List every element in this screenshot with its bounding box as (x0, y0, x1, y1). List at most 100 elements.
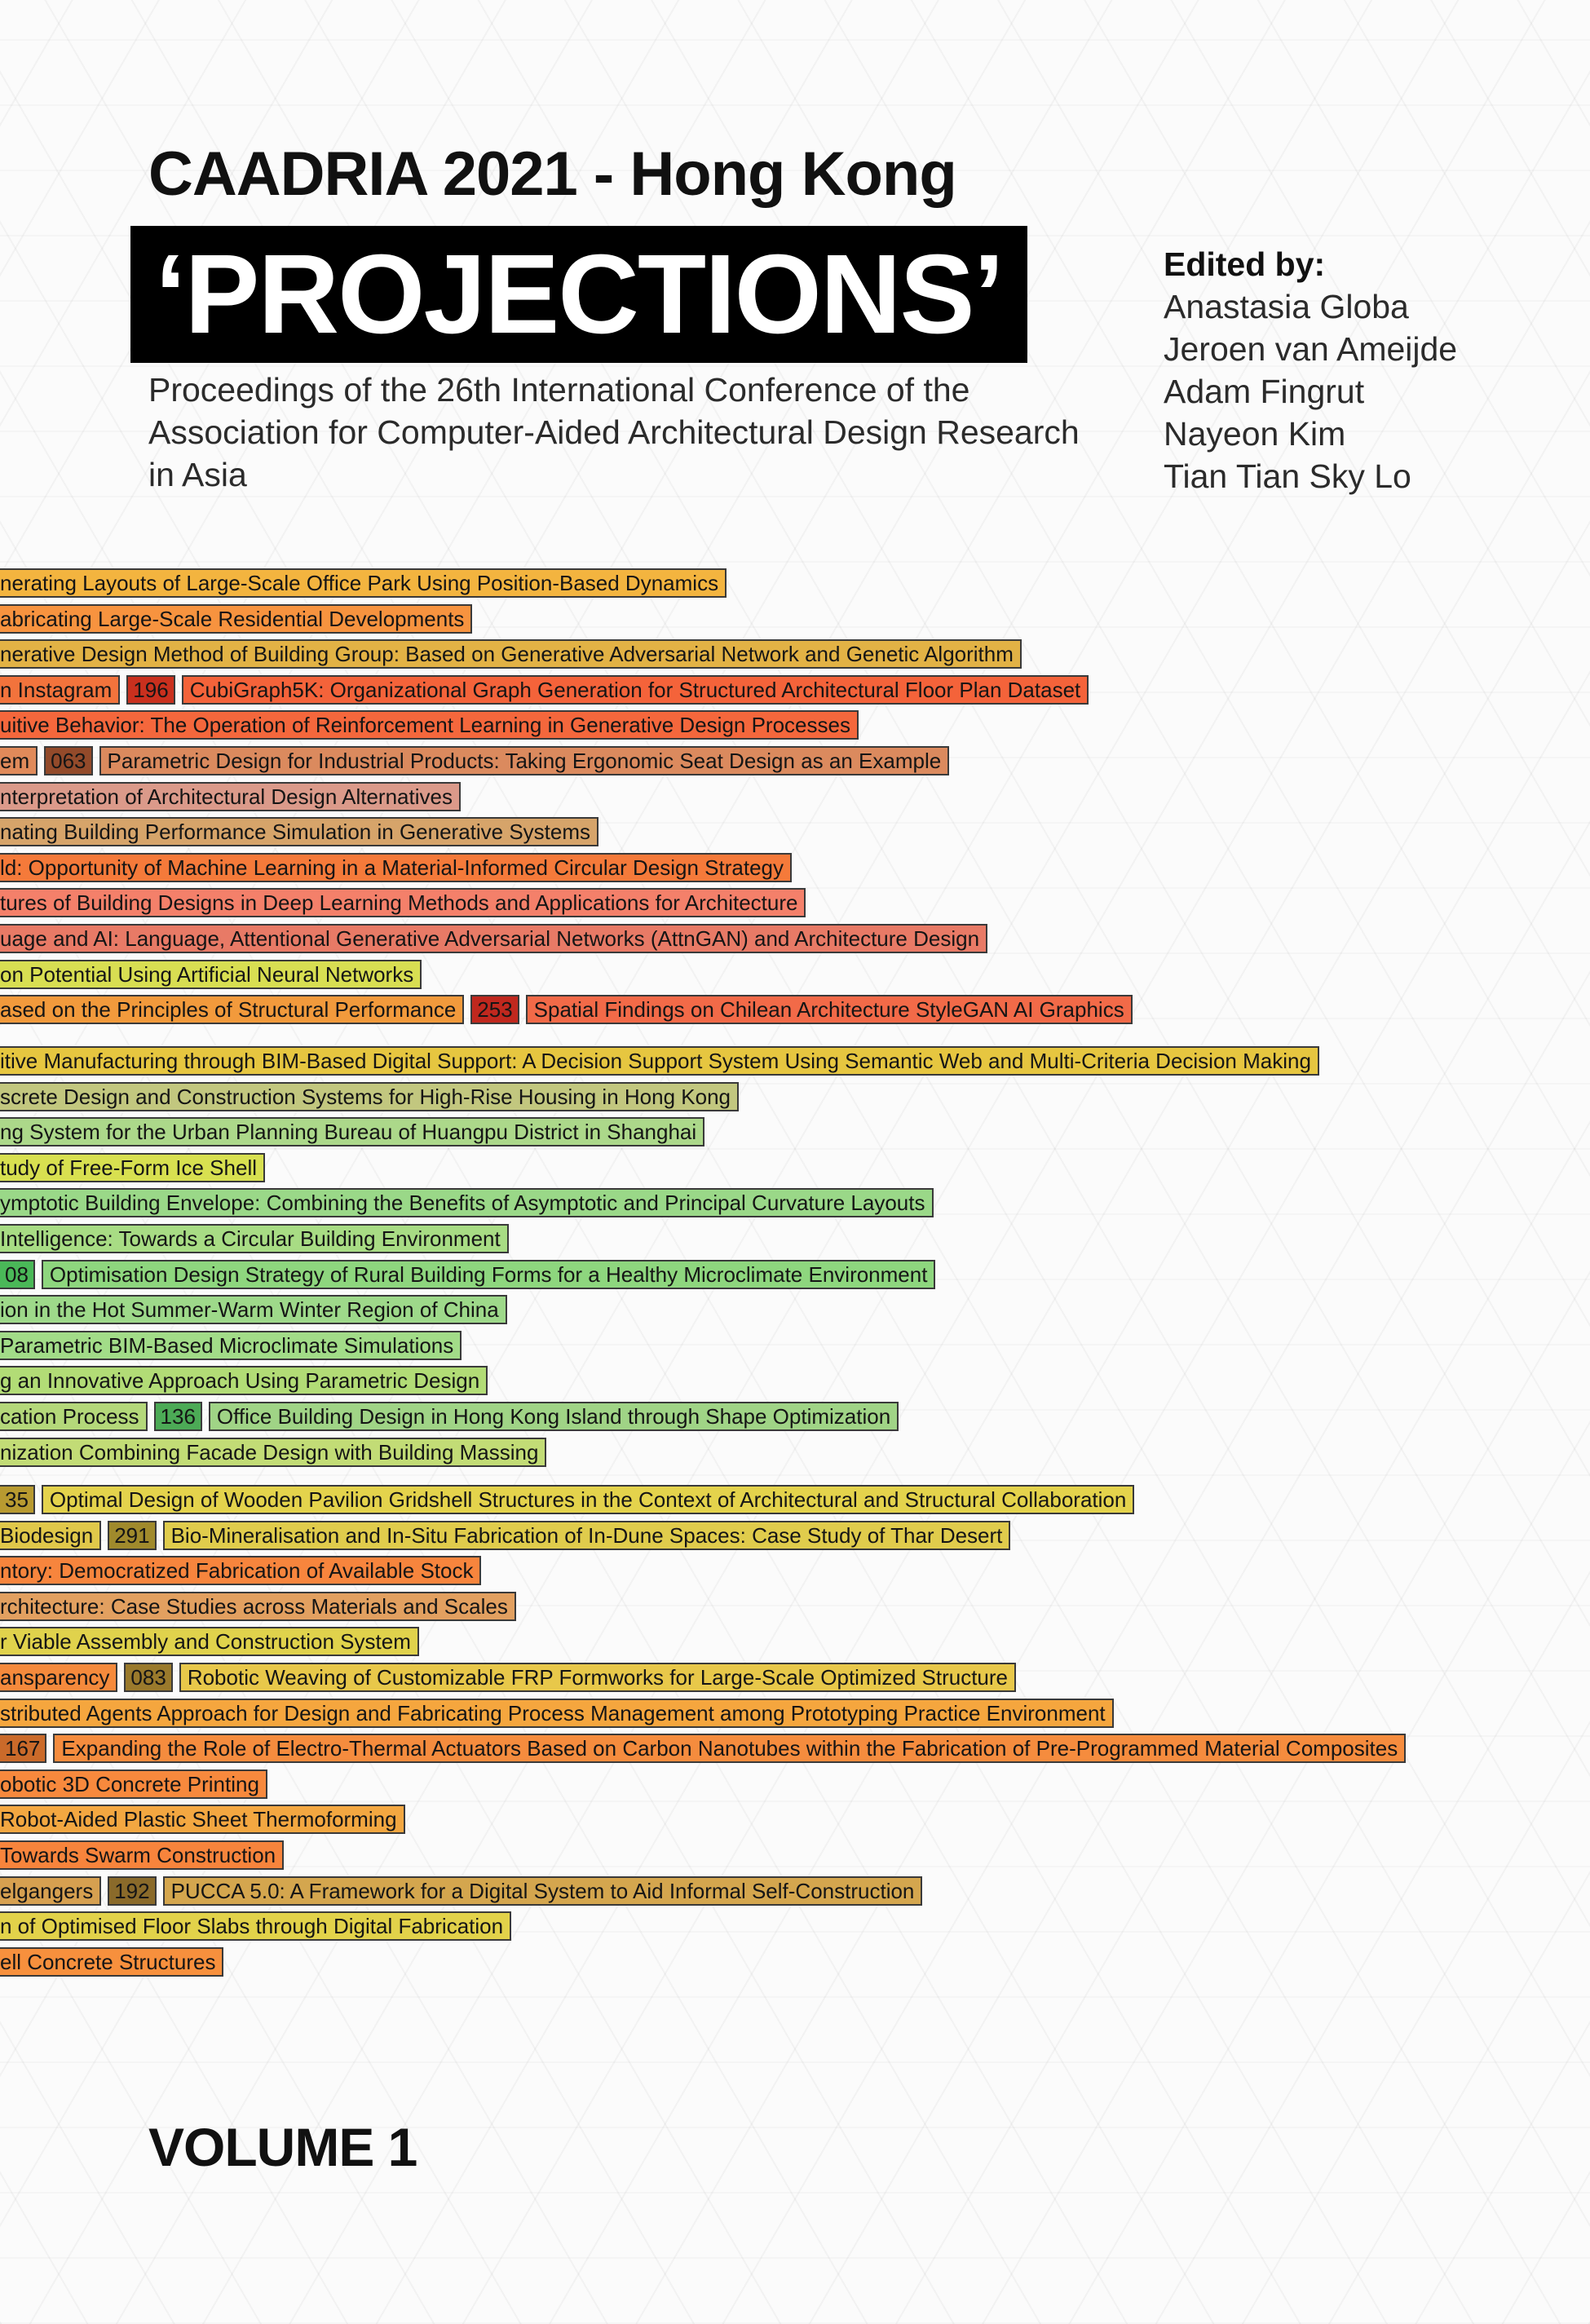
paper-row: screte Design and Construction Systems f… (0, 1081, 745, 1111)
paper-title-tag: ased on the Principles of Structural Per… (0, 995, 465, 1025)
paper-row: ntory: Democratized Fabrication of Avail… (0, 1556, 488, 1586)
paper-title-tag: nerative Design Method of Building Group… (0, 639, 1022, 669)
paper-row: n of Optimised Floor Slabs through Digit… (0, 1911, 518, 1942)
paper-row: ansparency 083 Robotic Weaving of Customiz… (0, 1663, 1022, 1692)
paper-title-tag: elgangers (0, 1876, 102, 1906)
paper-row: nterpretation of Architectural Design Al… (0, 781, 467, 811)
paper-row: uage and AI: Language, Attentional Gener… (0, 924, 994, 953)
paper-number-tag: 291 (108, 1520, 157, 1550)
paper-title-tag: ntory: Democratized Fabrication of Avail… (0, 1556, 482, 1586)
paper-row: ld: Opportunity of Machine Learning in a… (0, 852, 798, 882)
paper-row: ng System for the Urban Planning Bureau … (0, 1117, 711, 1147)
paper-title-tag: nterpretation of Architectural Design Al… (0, 781, 461, 811)
paper-row: 167 Expanding the Role of Electro-Thermal… (0, 1734, 1412, 1764)
paper-title-tag: tures of Building Designs in Deep Learni… (0, 888, 806, 918)
projections-title: ‘PROJECTIONS’ (155, 231, 1005, 357)
paper-row: cation Process 136 Office Building Design … (0, 1402, 905, 1431)
conference-title: CAADRIA 2021 - Hong Kong (148, 139, 957, 209)
paper-title-tag: Biodesign (0, 1520, 102, 1550)
paper-title-tag: Bio-Mineralisation and In-Situ Fabricati… (162, 1520, 1011, 1550)
paper-row: abricating Large-Scale Residential Devel… (0, 603, 479, 634)
editors-block: Edited by: Anastasia Globa Jeroen van Am… (1164, 243, 1571, 497)
paper-title-tag: Office Building Design in Hong Kong Isla… (208, 1402, 899, 1431)
paper-title-tag: uitive Behavior: The Operation of Reinfo… (0, 710, 859, 740)
paper-row: stributed Agents Approach for Design and… (0, 1698, 1120, 1728)
paper-title-tag: uage and AI: Language, Attentional Gener… (0, 924, 988, 953)
editor-name: Anastasia Globa (1164, 288, 1409, 325)
paper-title-tag: screte Design and Construction Systems f… (0, 1081, 739, 1111)
paper-row: Intelligence: Towards a Circular Buildin… (0, 1224, 515, 1253)
paper-title-tag: rchitecture: Case Studies across Materia… (0, 1591, 516, 1621)
paper-title-tag: cation Process (0, 1402, 148, 1431)
paper-title-tag: ion in the Hot Summer-Warm Winter Region… (0, 1295, 507, 1325)
paper-row: nization Combining Facade Design with Bu… (0, 1437, 553, 1467)
paper-title-tag: Parametric Design for Industrial Product… (99, 746, 950, 775)
paper-title-tag: Robot-Aided Plastic Sheet Thermoforming (0, 1805, 405, 1835)
paper-title-tag: CubiGraph5K: Organizational Graph Genera… (181, 674, 1089, 705)
paper-title-tag: Parametric BIM-Based Microclimate Simula… (0, 1330, 462, 1360)
proceedings-subtitle: Proceedings of the 26th International Co… (148, 371, 1080, 493)
paper-row: em 063 Parametric Design for Industrial Pr… (0, 746, 956, 775)
paper-row: Towards Swarm Construction (0, 1840, 290, 1870)
paper-title-tag: ansparency (0, 1663, 118, 1692)
paper-row: tures of Building Designs in Deep Learni… (0, 888, 812, 918)
paper-title-tag: g an Innovative Approach Using Parametri… (0, 1366, 488, 1396)
paper-title-tag: nating Building Performance Simulation i… (0, 817, 599, 847)
paper-row: nating Building Performance Simulation i… (0, 817, 605, 847)
paper-title-tag: ld: Opportunity of Machine Learning in a… (0, 852, 793, 882)
paper-number-tag: 083 (124, 1663, 173, 1692)
paper-row: g an Innovative Approach Using Parametri… (0, 1366, 494, 1396)
paper-row: ion in the Hot Summer-Warm Winter Region… (0, 1295, 514, 1325)
paper-title-tag: abricating Large-Scale Residential Devel… (0, 603, 473, 634)
paper-title-tag: n Instagram (0, 674, 121, 705)
paper-row: 08 Optimisation Design Strategy of Rural … (0, 1259, 942, 1289)
paper-row: ased on the Principles of Structural Per… (0, 995, 1139, 1025)
paper-number-tag: 253 (470, 995, 519, 1025)
paper-row: obotic 3D Concrete Printing (0, 1769, 274, 1799)
editor-name: Adam Fingrut (1164, 373, 1365, 410)
paper-title-tag: Intelligence: Towards a Circular Buildin… (0, 1224, 509, 1253)
paper-number-tag: 136 (153, 1402, 202, 1431)
paper-title-tag: stributed Agents Approach for Design and… (0, 1698, 1114, 1728)
paper-number-tag: 08 (0, 1259, 35, 1289)
paper-title-tag: Spatial Findings on Chilean Architecture… (525, 995, 1133, 1025)
paper-title-tag: Towards Swarm Construction (0, 1840, 285, 1870)
paper-row: 35 Optimal Design of Wooden Pavilion Grid… (0, 1485, 1141, 1514)
paper-row: itive Manufacturing through BIM-Based Di… (0, 1046, 1326, 1076)
paper-row: ymptotic Building Envelope: Combining th… (0, 1188, 940, 1218)
editor-name: Tian Tian Sky Lo (1164, 457, 1411, 495)
paper-row: n Instagram 196 CubiGraph5K: Organizationa… (0, 674, 1095, 705)
paper-title-tag: nization Combining Facade Design with Bu… (0, 1437, 547, 1467)
paper-row: ell Concrete Structures (0, 1946, 230, 1977)
editor-name: Jeroen van Ameijde (1164, 330, 1458, 368)
paper-row: Robot-Aided Plastic Sheet Thermoforming (0, 1805, 412, 1835)
paper-title-tag: ell Concrete Structures (0, 1946, 224, 1977)
paper-row: Parametric BIM-Based Microclimate Simula… (0, 1330, 468, 1360)
paper-title-tag: tudy of Free-Form Ice Shell (0, 1152, 265, 1182)
paper-row: nerative Design Method of Building Group… (0, 639, 1028, 669)
paper-title-tag: n of Optimised Floor Slabs through Digit… (0, 1911, 512, 1942)
paper-row: uitive Behavior: The Operation of Reinfo… (0, 710, 865, 740)
paper-title-tag: PUCCA 5.0: A Framework for a Digital Sys… (162, 1876, 923, 1906)
paper-number-tag: 192 (108, 1876, 157, 1906)
paper-number-tag: 063 (44, 746, 93, 775)
projections-title-box: ‘PROJECTIONS’ (130, 226, 1027, 363)
paper-title-tag: r Viable Assembly and Construction Syste… (0, 1627, 419, 1657)
paper-title-tag: nerating Layouts of Large-Scale Office P… (0, 568, 727, 598)
paper-number-tag: 196 (126, 674, 175, 705)
paper-row: elgangers 192 PUCCA 5.0: A Framework for a… (0, 1876, 929, 1906)
paper-title-tag: Robotic Weaving of Customizable FRP Form… (179, 1663, 1017, 1692)
volume-label: VOLUME 1 (148, 2117, 417, 2177)
paper-title-tag: on Potential Using Artificial Neural Net… (0, 959, 422, 989)
paper-number-tag: 35 (0, 1485, 35, 1514)
editors-label: Edited by: (1164, 245, 1326, 283)
paper-title-tag: obotic 3D Concrete Printing (0, 1769, 267, 1799)
editor-name: Nayeon Kim (1164, 415, 1346, 453)
paper-row: tudy of Free-Form Ice Shell (0, 1152, 272, 1182)
paper-number-tag: 167 (0, 1734, 47, 1764)
paper-row: on Potential Using Artificial Neural Net… (0, 959, 428, 989)
paper-title-tag: Optimisation Design Strategy of Rural Bu… (41, 1259, 936, 1289)
paper-title-tag: itive Manufacturing through BIM-Based Di… (0, 1046, 1319, 1076)
paper-row: rchitecture: Case Studies across Materia… (0, 1591, 523, 1621)
paper-row: Biodesign 291 Bio-Mineralisation and In-Si… (0, 1520, 1017, 1550)
